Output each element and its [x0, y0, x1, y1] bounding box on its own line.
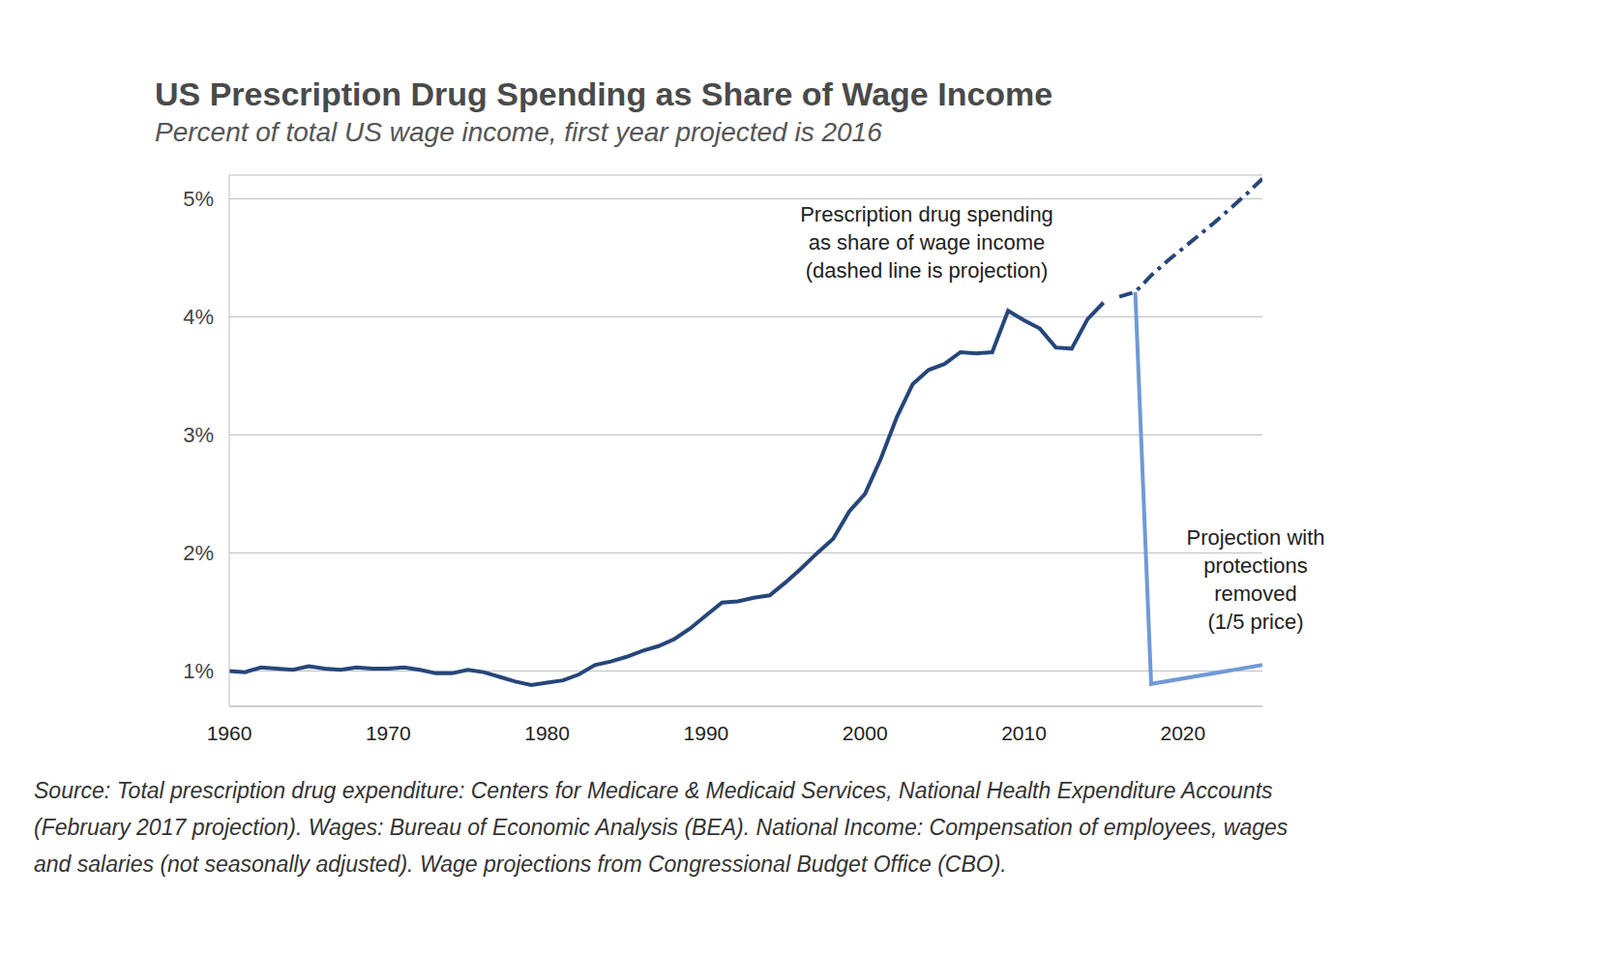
html-text:removed: removed — [1214, 581, 1298, 606]
html-text:Source: Total prescription dru: Source: Total prescription drug expendit… — [33, 777, 1273, 803]
svg-text:2020: 2020 — [1159, 721, 1206, 744]
svg-text:2%: 2% — [182, 540, 214, 565]
html-text:as share of wage income: as share of wage income — [808, 230, 1046, 255]
html-text:(1/5 price): (1/5 price) — [1207, 609, 1304, 634]
html-text:(dashed line is projection): (dashed line is projection) — [805, 258, 1048, 283]
html-text:Prescription drug spending: Prescription drug spending — [800, 202, 1054, 227]
html-text:and salaries (not seasonally a: and salaries (not seasonally adjusted). … — [33, 851, 1007, 877]
svg-text:2010: 2010 — [1001, 721, 1047, 744]
svg-text:5%: 5% — [182, 186, 214, 211]
svg-text:4%: 4% — [182, 304, 214, 329]
svg-text:1990: 1990 — [683, 721, 730, 744]
svg-text:1970: 1970 — [365, 721, 412, 744]
svg-text:3%: 3% — [182, 422, 214, 447]
svg-text:1980: 1980 — [524, 721, 570, 744]
html-text:protections: protections — [1203, 553, 1308, 578]
html-text:(February 2017 projection). Wa: (February 2017 projection). Wages: Burea… — [33, 814, 1288, 840]
svg-text:2000: 2000 — [842, 721, 889, 744]
html-text:Percent of total US wage incom: Percent of total US wage income, first y… — [154, 117, 882, 148]
html-text:Projection with: Projection with — [1186, 525, 1325, 550]
svg-text:1%: 1% — [182, 658, 214, 683]
html-text:US Prescription Drug Spending: US Prescription Drug Spending as Share o… — [154, 75, 1053, 113]
svg-text:1960: 1960 — [207, 721, 253, 744]
